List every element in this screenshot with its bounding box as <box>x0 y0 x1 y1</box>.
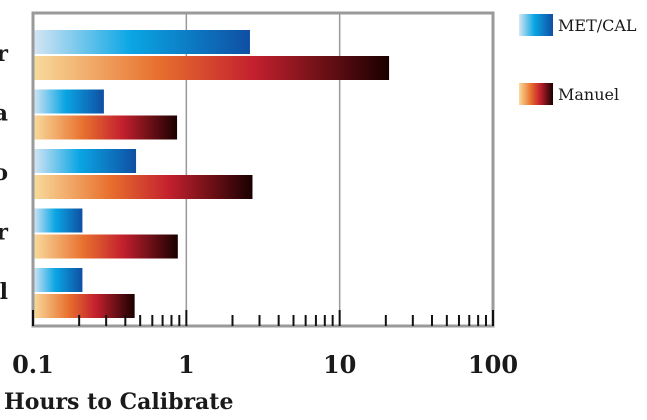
category-label: r <box>0 41 8 67</box>
plot-frame <box>31 11 495 328</box>
bar-met-cal <box>33 208 83 233</box>
bar-manuel <box>33 56 390 80</box>
x-tick-label: 1 <box>178 350 195 379</box>
bar-met-cal <box>33 149 137 173</box>
bar-met-cal <box>33 30 250 54</box>
bar-manuel <box>33 294 135 318</box>
legend: MET/CAL Manuel <box>519 14 637 105</box>
bar-manuel <box>33 175 253 199</box>
category-label: o <box>0 160 8 186</box>
bar-manuel <box>33 234 178 259</box>
x-tick-label: 10 <box>323 350 356 379</box>
x-tick-label: 0.1 <box>12 350 54 379</box>
legend-swatch-manuel <box>519 83 553 105</box>
y-axis-category-labels: r a o r l <box>0 41 8 305</box>
category-label: a <box>0 101 8 127</box>
category-label: l <box>0 279 8 305</box>
bar-met-cal <box>33 89 104 114</box>
bar-manuel <box>33 115 178 140</box>
bars-group <box>33 30 390 318</box>
legend-label-met-cal: MET/CAL <box>558 16 637 35</box>
legend-label-manuel: Manuel <box>558 85 619 104</box>
category-label: r <box>0 220 8 246</box>
x-axis-title: Hours to Calibrate <box>4 389 233 415</box>
x-axis-tick-labels: 0.1 1 10 100 <box>12 350 518 379</box>
x-axis-ticks <box>32 310 494 326</box>
x-tick-label: 100 <box>468 350 518 379</box>
bar-met-cal <box>33 268 83 292</box>
legend-swatch-met-cal <box>519 14 553 36</box>
